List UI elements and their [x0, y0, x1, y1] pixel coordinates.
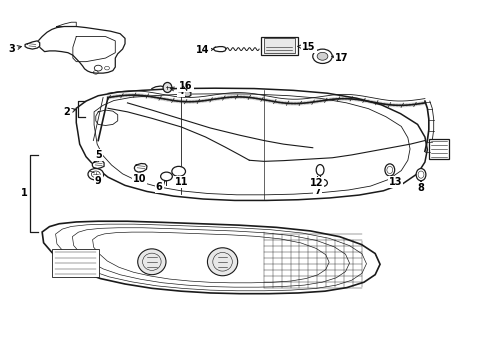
Circle shape [171, 166, 185, 176]
Circle shape [317, 52, 327, 60]
FancyBboxPatch shape [260, 37, 297, 55]
Text: 6: 6 [156, 181, 165, 192]
Polygon shape [134, 163, 147, 172]
Text: 5: 5 [95, 150, 102, 161]
Text: 7: 7 [314, 185, 321, 197]
Text: 10: 10 [133, 173, 146, 184]
FancyBboxPatch shape [52, 249, 99, 277]
Ellipse shape [138, 249, 165, 275]
Ellipse shape [415, 168, 425, 181]
Text: 14: 14 [196, 45, 213, 55]
Polygon shape [42, 221, 379, 294]
Text: 13: 13 [388, 176, 402, 187]
Polygon shape [213, 46, 225, 51]
Polygon shape [182, 91, 190, 97]
Text: 12: 12 [309, 176, 323, 188]
Text: 1: 1 [20, 188, 27, 198]
Text: 3: 3 [8, 44, 21, 54]
Ellipse shape [384, 164, 394, 176]
Text: 11: 11 [175, 176, 188, 187]
Ellipse shape [163, 82, 171, 93]
Circle shape [88, 168, 103, 180]
Text: 16: 16 [179, 81, 192, 91]
Ellipse shape [207, 248, 237, 276]
Circle shape [317, 179, 327, 186]
Polygon shape [92, 161, 104, 168]
Polygon shape [37, 27, 125, 73]
Text: 8: 8 [417, 181, 424, 193]
Polygon shape [25, 41, 40, 49]
Text: 2: 2 [63, 107, 76, 117]
Polygon shape [76, 88, 427, 201]
Text: 4: 4 [170, 86, 184, 96]
Ellipse shape [316, 165, 324, 175]
Text: 17: 17 [331, 53, 348, 63]
FancyBboxPatch shape [428, 139, 448, 159]
Circle shape [160, 172, 172, 181]
Text: 9: 9 [95, 176, 102, 186]
FancyBboxPatch shape [263, 39, 294, 53]
Circle shape [312, 49, 331, 63]
Text: 15: 15 [297, 42, 315, 52]
